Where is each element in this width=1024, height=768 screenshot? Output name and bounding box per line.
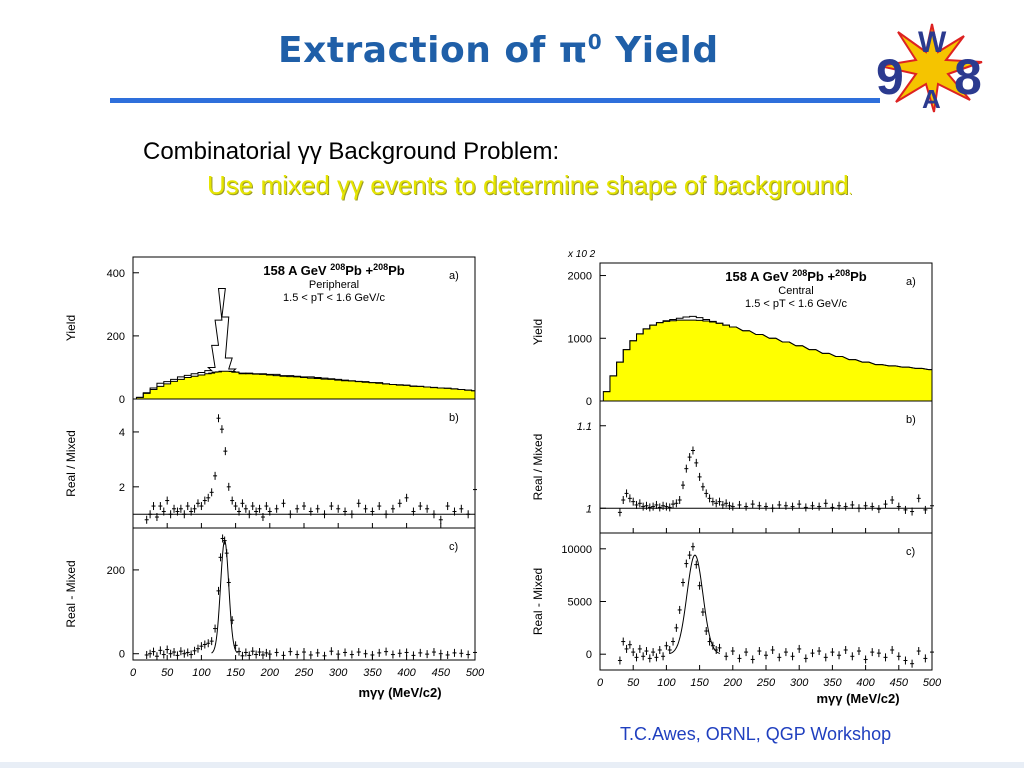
xtick-label: 200 — [723, 677, 743, 689]
ytick-label: 200 — [107, 331, 125, 343]
logo-starburst — [879, 23, 983, 113]
subtitle: Combinatorial γγ Background Problem: — [143, 138, 560, 165]
highlight-main: Use mixed γγ events to determine shape o… — [207, 170, 849, 200]
mixed-background-area — [602, 319, 933, 402]
y-multiplier-label: x 10 2 — [567, 249, 596, 260]
ylabel-right-b: Real / Mixed — [531, 434, 545, 501]
xlabel-right: mγγ (MeV/c2) — [816, 691, 899, 706]
gaussian-fit-curve — [211, 539, 238, 654]
ytick-label: 2000 — [568, 271, 592, 283]
panel-tag-right-b: b) — [906, 414, 916, 426]
gaussian-fit-curve — [669, 554, 721, 655]
ytick-label: 2 — [119, 482, 125, 494]
title-superscript: 0 — [587, 30, 603, 54]
xtick-label: 300 — [329, 667, 348, 679]
pt-range-label: 1.5 < pT < 1.6 GeV/c — [745, 298, 847, 310]
ytick-label: 0 — [119, 649, 125, 661]
xtick-label: 200 — [260, 667, 280, 679]
ytick-label: 200 — [107, 565, 125, 577]
real-yield-histogram — [603, 315, 932, 393]
ytick-label: 5000 — [568, 597, 592, 609]
xtick-label: 500 — [923, 677, 942, 689]
ytick-label: 0 — [586, 649, 592, 661]
wa98-logo: 9 8 W A — [876, 23, 983, 114]
highlight-text: Use mixed γγ events to determine shape o… — [207, 170, 852, 201]
logo-letter-a: A — [922, 84, 941, 114]
page-title: Extraction of π0 Yield — [278, 30, 719, 71]
ytick-label: 4 — [119, 427, 125, 439]
plot-frame-right-c — [599, 532, 933, 671]
title-underline — [110, 98, 880, 103]
pt-range-label: 1.5 < pT < 1.6 GeV/c — [283, 292, 385, 304]
xtick-label: 100 — [192, 667, 211, 679]
xtick-label: 350 — [823, 677, 842, 689]
plot-frame-left-c — [132, 527, 476, 661]
xtick-label: 50 — [627, 677, 640, 689]
title-tail: Yield — [602, 30, 719, 71]
panel-tag-left-c: c) — [449, 541, 458, 553]
logo-digit-left: 9 — [876, 49, 904, 105]
xtick-label: 450 — [890, 677, 909, 689]
panel-tag-left-b: b) — [449, 412, 459, 424]
logo-digit-right: 8 — [954, 49, 982, 105]
bottom-band — [0, 762, 1024, 768]
xtick-label: 300 — [790, 677, 809, 689]
xtick-label: 50 — [161, 667, 174, 679]
xtick-label: 350 — [363, 667, 382, 679]
ytick-label: 0 — [586, 396, 592, 408]
ylabel-left-b: Real / Mixed — [64, 430, 78, 497]
ylabel-right-c: Real - Mixed — [531, 568, 545, 635]
xtick-label: 250 — [756, 677, 776, 689]
ytick-label: 0 — [119, 394, 125, 406]
xtick-label: 400 — [856, 677, 875, 689]
xtick-label: 100 — [657, 677, 676, 689]
xtick-label: 150 — [690, 677, 709, 689]
panel-tag-right-c: c) — [906, 546, 915, 558]
logo-letter-w: W — [918, 26, 947, 59]
ylabel-right-a: Yield — [531, 319, 545, 345]
xtick-label: 400 — [397, 667, 416, 679]
centrality-label: Central — [778, 285, 813, 297]
ytick-label: 400 — [107, 268, 125, 280]
ylabel-left-a: Yield — [64, 315, 78, 341]
xtick-label: 500 — [466, 667, 485, 679]
highlight-dot: . — [848, 183, 853, 197]
plot-frame-right-b — [599, 400, 933, 534]
title-pi: π — [558, 30, 588, 71]
panel-tag-right-a: a) — [906, 276, 916, 288]
ylabel-left-c: Real - Mixed — [64, 560, 78, 627]
ytick-label: 1000 — [568, 333, 592, 345]
footer-credit: T.C.Awes, ORNL, QGP Workshop — [620, 724, 892, 744]
plot-header: 158 A GeV 208Pb +208Pb — [725, 268, 867, 284]
xtick-label: 150 — [226, 667, 245, 679]
centrality-label: Peripheral — [309, 279, 359, 291]
xtick-label: 0 — [597, 677, 604, 689]
xtick-label: 250 — [294, 667, 314, 679]
ytick-label: 10000 — [561, 544, 592, 556]
ytick-label: 1.1 — [577, 421, 592, 433]
panel-tag-left-a: a) — [449, 270, 459, 282]
plot-header: 158 A GeV 208Pb +208Pb — [263, 262, 405, 278]
ytick-label: 1 — [586, 503, 592, 515]
xtick-label: 0 — [130, 667, 137, 679]
xlabel-left: mγγ (MeV/c2) — [358, 685, 441, 700]
title-text: Extraction of — [278, 30, 559, 71]
real-yield-histogram — [136, 288, 475, 398]
xtick-label: 450 — [432, 667, 451, 679]
